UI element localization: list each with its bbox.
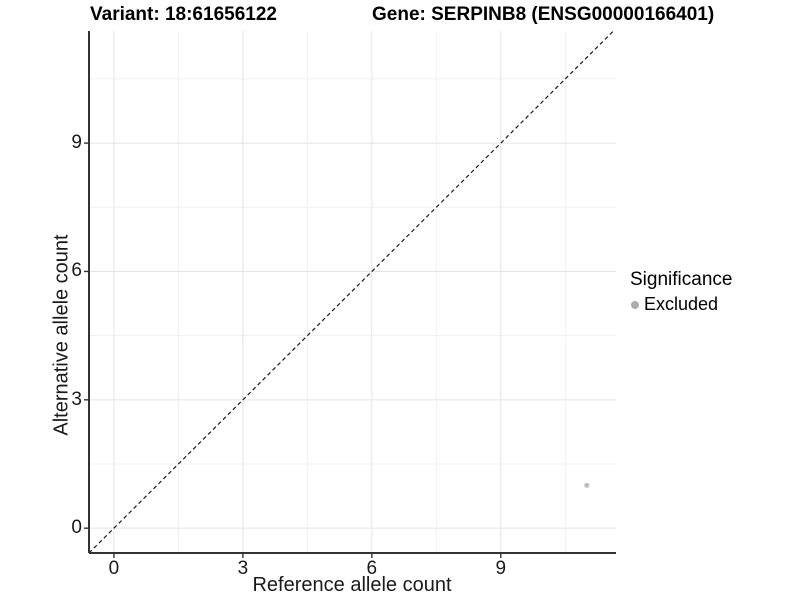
data-point [584, 482, 590, 488]
legend-point-icon [631, 300, 639, 309]
x-tick-label: 0 [108, 558, 120, 579]
plot-panel [84, 30, 616, 558]
y-tick-label: 3 [71, 388, 82, 410]
x-tick-label: 6 [366, 558, 378, 579]
y-tick-label: 0 [71, 517, 82, 539]
legend: Significance Excluded [630, 269, 732, 315]
y-tick-label: 9 [71, 132, 82, 154]
legend-items: Excluded [630, 294, 732, 315]
y-tick-label: 6 [71, 260, 82, 282]
x-tick-label: 3 [237, 558, 249, 579]
plot-title-variant: Variant: 18:61656122 [90, 4, 277, 25]
legend-item-label: Excluded [644, 294, 719, 314]
identity-line [88, 30, 614, 554]
legend-title: Significance [630, 269, 733, 290]
plot-title-gene: Gene: SERPINB8 (ENSG00000166401) [372, 4, 715, 25]
legend-item: Excluded [631, 294, 732, 315]
x-axis-title: Reference allele count [252, 574, 452, 596]
x-tick-label: 9 [495, 558, 507, 579]
